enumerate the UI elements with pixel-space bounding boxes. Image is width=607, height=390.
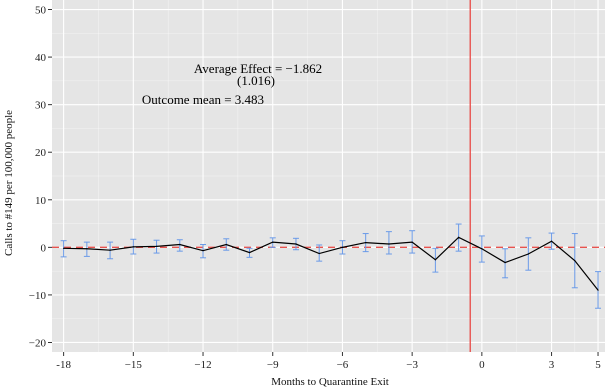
- y-tick-label: 30: [35, 100, 47, 112]
- data-point: [272, 241, 274, 243]
- y-tick-label: 10: [35, 195, 47, 207]
- y-axis: −20 −10 0 10 20 30 40 50: [29, 5, 52, 349]
- data-point: [365, 241, 367, 244]
- data-point: [318, 252, 320, 255]
- x-tick-label: −12: [194, 359, 211, 371]
- data-point: [179, 243, 181, 246]
- data-point: [225, 243, 227, 246]
- x-tick-label: −9: [267, 359, 279, 371]
- grid-lines: [52, 0, 605, 352]
- data-point: [458, 236, 460, 238]
- data-point: [504, 261, 506, 264]
- y-tick-label: 50: [35, 5, 47, 17]
- annotation-average-effect: Average Effect = −1.862: [194, 61, 322, 76]
- data-point: [132, 246, 134, 248]
- x-tick-label: 5: [595, 359, 601, 371]
- data-point: [550, 240, 553, 242]
- data-point: [63, 247, 65, 249]
- data-point: [434, 259, 436, 261]
- annotation-standard-error: (1.016): [237, 73, 275, 88]
- y-tick-label: −10: [29, 290, 47, 302]
- data-point: [295, 243, 297, 245]
- data-point: [86, 248, 88, 250]
- x-tick-label: −15: [125, 359, 143, 371]
- error-bar: [176, 239, 183, 252]
- x-tick-label: 3: [549, 359, 555, 371]
- y-tick-label: −20: [29, 337, 47, 349]
- x-tick-label: 0: [479, 359, 485, 371]
- annotation-outcome-mean: Outcome mean = 3.483: [142, 92, 264, 107]
- y-tick-label: 20: [35, 147, 47, 159]
- y-axis-label: Calls to #149 per 100,000 people: [3, 110, 15, 256]
- data-point: [574, 260, 576, 262]
- series-line: [63, 236, 599, 291]
- data-point: [527, 253, 529, 255]
- data-point: [341, 246, 344, 248]
- reference-lines: [52, 0, 605, 352]
- error-bar: [385, 231, 392, 255]
- data-point: [155, 245, 158, 247]
- series-polyline: [63, 236, 599, 291]
- data-point: [109, 249, 111, 251]
- x-tick-label: −3: [406, 359, 418, 371]
- y-tick-label: 0: [41, 242, 47, 254]
- data-point: [202, 250, 204, 252]
- error-bar: [502, 248, 509, 279]
- x-tick-label: -18: [56, 359, 71, 371]
- x-axis: -18 −15 −12 −9 −6 −3 0 3 5: [56, 352, 601, 371]
- y-tick-label: 40: [35, 52, 47, 64]
- x-axis-label: Months to Quarantine Exit: [271, 376, 389, 388]
- data-point: [388, 243, 390, 245]
- data-point: [248, 251, 251, 254]
- data-point: [597, 289, 599, 291]
- x-tick-label: −6: [337, 359, 349, 371]
- data-point: [411, 241, 413, 243]
- data-point: [481, 248, 483, 250]
